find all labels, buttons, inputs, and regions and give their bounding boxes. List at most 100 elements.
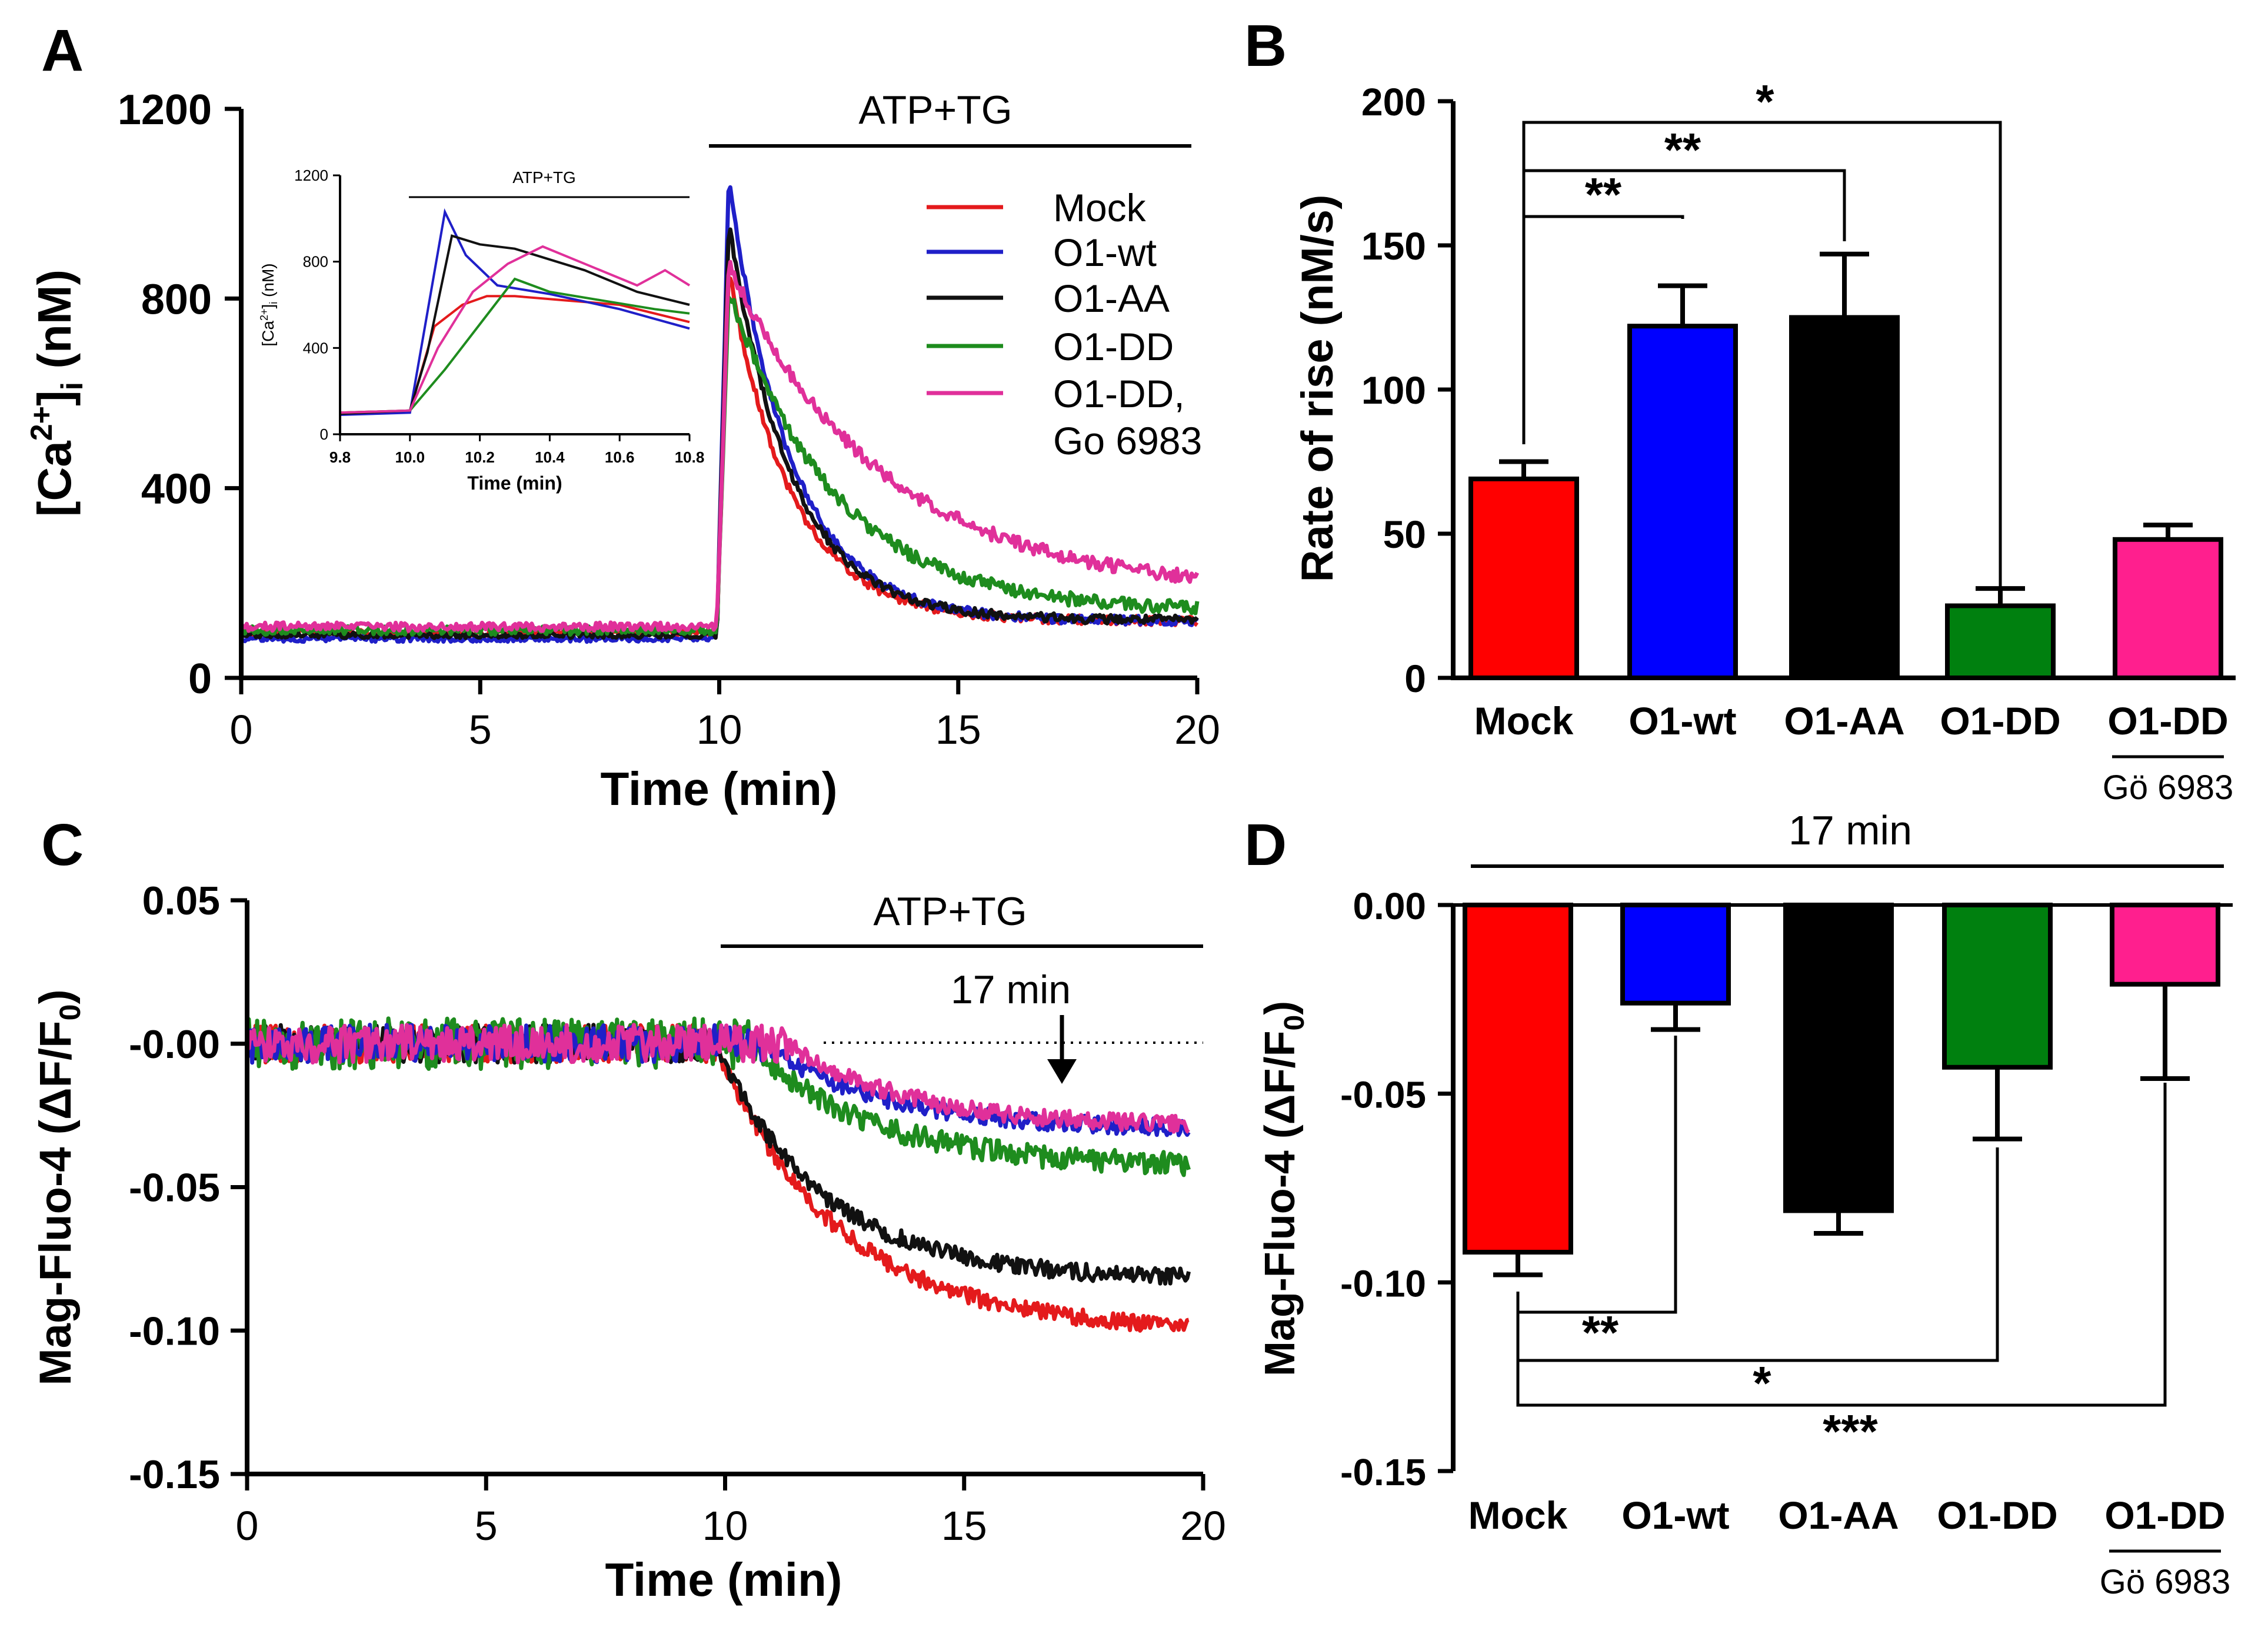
trace-c-mock bbox=[245, 1023, 1190, 1333]
panel-d-bars bbox=[1463, 903, 2220, 1277]
x-label-o1-aa-2: O1-AA bbox=[1784, 699, 1904, 743]
significance-label-d-0: ** bbox=[1582, 1306, 1619, 1359]
significance-label-d-2: *** bbox=[1823, 1405, 1878, 1458]
significance-label-1: ** bbox=[1664, 124, 1701, 176]
legend-label-mock: Mock bbox=[1053, 186, 1147, 229]
panel-c-x-label: Time (min) bbox=[605, 1553, 842, 1606]
x-sublabel-go-6983: Gö 6983 bbox=[2100, 1563, 2231, 1601]
y-tick-label-400: 400 bbox=[141, 466, 212, 513]
legend-label-go-6983: Go 6983 bbox=[1053, 419, 1202, 463]
bar-o1-aa-2 bbox=[1783, 903, 1894, 1213]
legend-label-o1-dd: O1-DD bbox=[1053, 325, 1174, 368]
inset-x-ticks: 9.8 10.0 10.2 10.4 10.6 10.8 bbox=[329, 434, 704, 466]
bar-o1-dd-4 bbox=[2110, 903, 2220, 987]
inset-traces bbox=[339, 208, 691, 416]
panel-d-significance: ****** bbox=[1516, 1036, 2167, 1458]
panel-a-x-ticks: 0 5 10 15 20 bbox=[230, 678, 1220, 753]
inset-x-tick-label-9.8: 9.8 bbox=[329, 448, 351, 466]
inset-stimulus-label: ATP+TG bbox=[512, 168, 576, 187]
panel-a-y-label: [Ca2+]i (nM) bbox=[25, 269, 89, 517]
panel-d: D 17 min ****** -0.15-0.10-0.050.00 Mock… bbox=[1244, 807, 2233, 1601]
panel-c-marker-label: 17 min bbox=[951, 967, 1071, 1012]
panel-a-stimulus-label: ATP+TG bbox=[858, 88, 1012, 132]
significance-label-2: * bbox=[1756, 75, 1774, 128]
x-label-mock-0: Mock bbox=[1468, 1493, 1568, 1537]
panel-label-c: C bbox=[41, 812, 84, 878]
inset-y-ticks: 0 400 800 1200 bbox=[294, 167, 340, 443]
x-label-o1-wt-1: O1-wt bbox=[1628, 699, 1736, 743]
y-tick-label--0.15: -0.15 bbox=[1340, 1451, 1426, 1493]
y-tick-label--0.15: -0.15 bbox=[129, 1452, 220, 1497]
x-tick-label-5: 5 bbox=[475, 1503, 498, 1549]
x-label-mock-0: Mock bbox=[1474, 699, 1574, 743]
inset-x-tick-label-10.0: 10.0 bbox=[395, 448, 425, 466]
y-tick-label--0.05: -0.05 bbox=[1340, 1074, 1426, 1116]
y-tick-label--0.00: -0.00 bbox=[129, 1022, 220, 1067]
y-tick-label-50: 50 bbox=[1383, 513, 1426, 556]
inset-y-label: [Ca2+]i (nM) bbox=[258, 263, 279, 346]
significance-bracket-2 bbox=[1522, 121, 2002, 594]
x-tick-label-10: 10 bbox=[702, 1503, 748, 1549]
x-label-o1-wt-1: O1-wt bbox=[1621, 1493, 1729, 1537]
x-tick-label-20: 20 bbox=[1174, 707, 1220, 753]
x-label-o1-dd-4: O1-DD bbox=[2104, 1493, 2225, 1537]
panel-d-y-label: Mag-Fluo-4 (ΔF/F0) bbox=[1257, 1001, 1310, 1376]
panel-label-d: D bbox=[1244, 812, 1287, 878]
x-tick-label-0: 0 bbox=[230, 707, 253, 753]
y-tick-label-800: 800 bbox=[141, 276, 212, 323]
panel-a-traces bbox=[239, 185, 1200, 644]
x-tick-label-5: 5 bbox=[469, 707, 492, 753]
panel-label-a: A bbox=[41, 18, 84, 84]
panel-c-y-label: Mag-Fluo-4 (ΔF/F0) bbox=[31, 989, 86, 1385]
panel-b-x-labels: Mock O1-wt O1-AA O1-DD O1-DD Gö 6983 bbox=[1474, 699, 2234, 807]
x-label-o1-aa-2: O1-AA bbox=[1778, 1493, 1899, 1537]
panel-b-y-ticks: 0 50 100 150 200 bbox=[1361, 80, 1453, 700]
x-tick-label-20: 20 bbox=[1180, 1503, 1226, 1549]
x-sublabel-go-6983: Gö 6983 bbox=[2103, 768, 2234, 807]
inset-x-tick-label-10.8: 10.8 bbox=[675, 448, 705, 466]
inset-y-tick-label-0: 0 bbox=[320, 425, 328, 443]
legend-label-o1-dd-go: O1-DD, bbox=[1053, 372, 1185, 415]
panel-d-title: 17 min bbox=[1789, 807, 1912, 853]
y-tick-label-0: 0 bbox=[188, 656, 212, 703]
inset-x-tick-label-10.4: 10.4 bbox=[535, 448, 565, 466]
panel-d-y-ticks: -0.15 -0.10 -0.05 0.00 bbox=[1340, 885, 1453, 1493]
panel-a-y-ticks: 0 400 800 1200 bbox=[118, 86, 241, 703]
x-label-o1-dd-3: O1-DD bbox=[1937, 1493, 2057, 1537]
y-tick-label-0.05: 0.05 bbox=[142, 879, 220, 923]
trace-o1-dd-go-6983 bbox=[239, 259, 1200, 633]
bar-o1-dd-4 bbox=[2113, 537, 2223, 680]
panel-c-marker-arrow bbox=[1047, 1015, 1077, 1084]
y-tick-label-0.00: 0.00 bbox=[1353, 885, 1426, 927]
bar-mock-0 bbox=[1468, 476, 1579, 681]
panel-d-x-labels: Mock O1-wt O1-AA O1-DD O1-DD Gö 6983 bbox=[1468, 1493, 2231, 1601]
significance-label-0: ** bbox=[1585, 168, 1622, 221]
panel-c-stimulus-label: ATP+TG bbox=[873, 889, 1027, 934]
x-tick-label-15: 15 bbox=[935, 707, 981, 753]
panel-c-traces bbox=[245, 1016, 1191, 1333]
panel-c: C -0.15 -0.10 -0.05 -0.00 0.05 0 5 10 15 20 Time… bbox=[31, 812, 1226, 1606]
y-tick-label-0: 0 bbox=[1404, 657, 1426, 700]
inset-trace-o1-dd-go-6983 bbox=[339, 245, 691, 414]
x-tick-label-10: 10 bbox=[697, 707, 742, 753]
legend-label-o1-wt: O1-wt bbox=[1053, 231, 1157, 274]
y-tick-label-1200: 1200 bbox=[118, 86, 212, 134]
trace-c-o1-dd-go-6983 bbox=[245, 1023, 1190, 1134]
bar-o1-wt-1 bbox=[1620, 903, 1731, 1006]
panel-b-bars bbox=[1468, 251, 2223, 681]
inset-trace-o1-aa bbox=[339, 234, 690, 415]
legend-label-o1-aa: O1-AA bbox=[1053, 277, 1170, 320]
x-label-o1-dd-4: O1-DD bbox=[2107, 699, 2228, 743]
inset-trace-o1-dd bbox=[339, 277, 690, 414]
y-tick-label-200: 200 bbox=[1361, 80, 1426, 124]
panel-a: A 0 400 800 1200 0 5 10 15 20 Time (min) [Ca2+]… bbox=[25, 18, 1220, 815]
y-tick-label-100: 100 bbox=[1361, 368, 1426, 412]
inset-x-tick-label-10.6: 10.6 bbox=[605, 448, 635, 466]
inset-x-tick-label-10.2: 10.2 bbox=[465, 448, 495, 466]
x-tick-label-0: 0 bbox=[236, 1503, 259, 1549]
y-tick-label--0.10: -0.10 bbox=[129, 1309, 220, 1353]
panel-a-inset: 0 400 800 1200 9.8 10.0 10.2 10.4 10.6 10.8 ATP+… bbox=[258, 167, 704, 494]
y-tick-label-150: 150 bbox=[1361, 224, 1426, 268]
